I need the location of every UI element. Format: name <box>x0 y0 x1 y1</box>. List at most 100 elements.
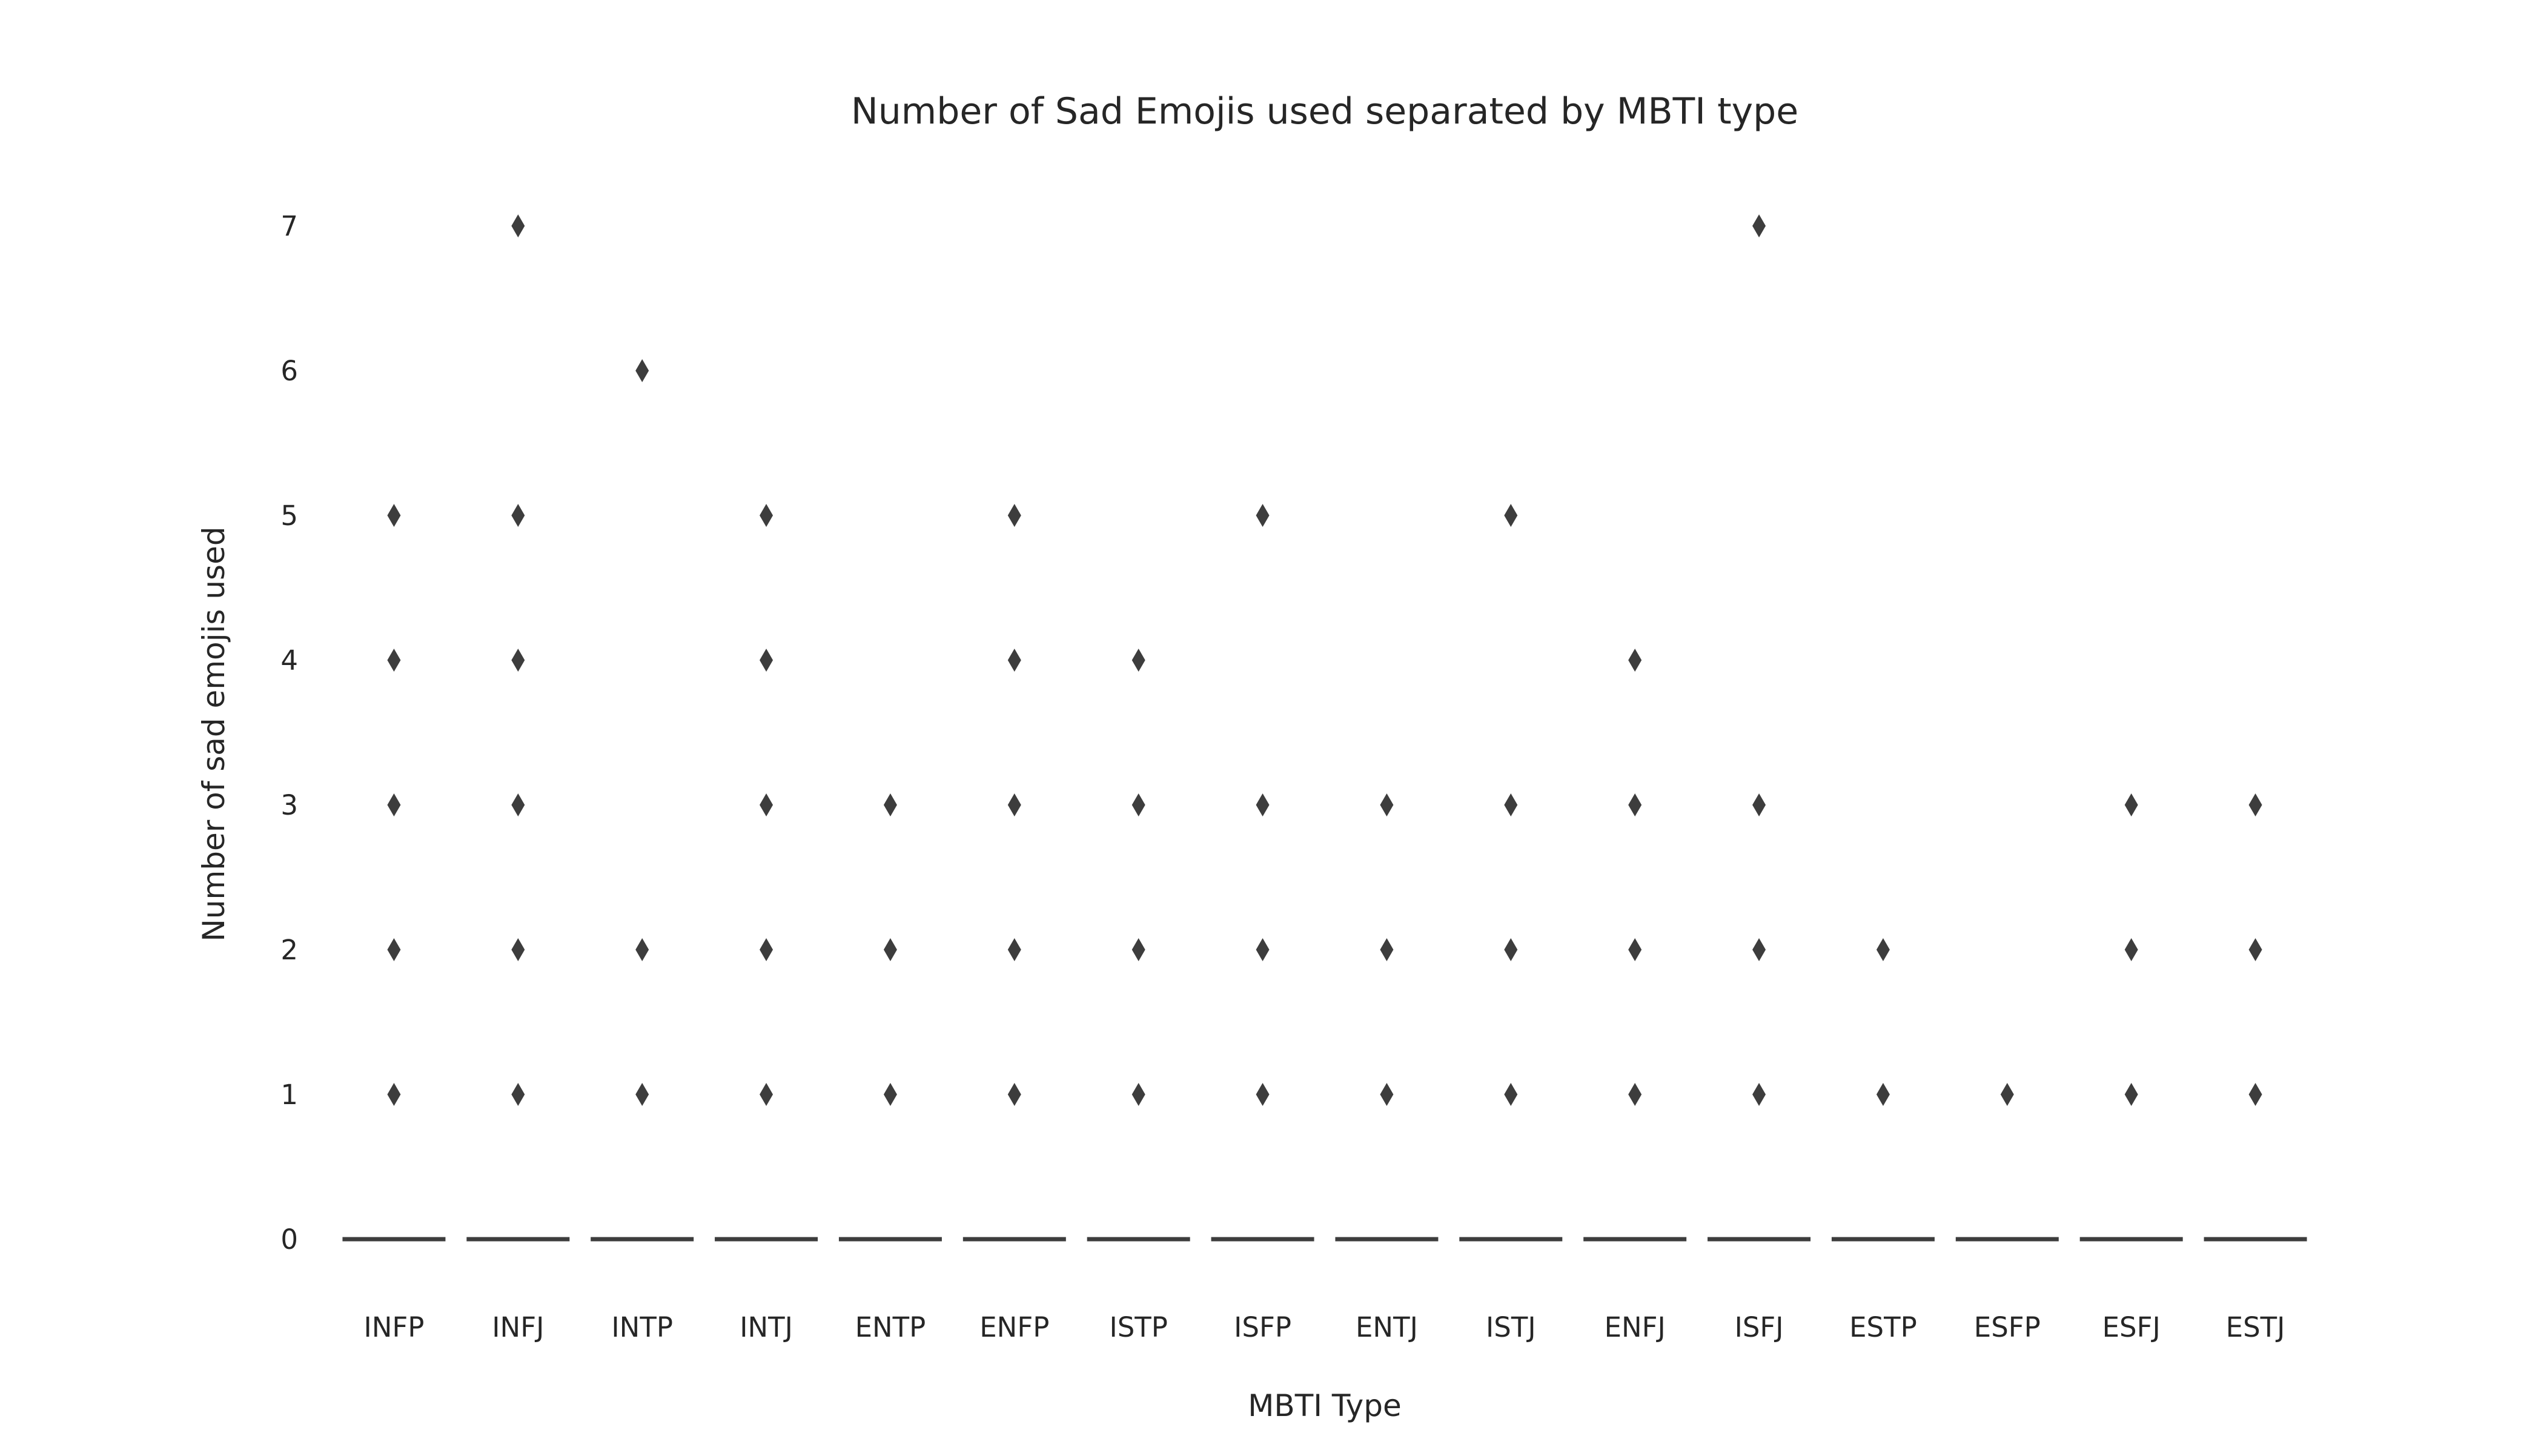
outlier-marker <box>1007 504 1021 527</box>
x-tick-label: ENFP <box>979 1311 1049 1343</box>
outlier-marker <box>1504 504 1518 527</box>
outlier-marker <box>1752 793 1766 816</box>
outlier-marker <box>2124 793 2138 816</box>
x-tick-label: ISFP <box>1234 1311 1291 1343</box>
box-group-enfj <box>1583 649 1687 1242</box>
x-tick-label: INFP <box>363 1311 424 1343</box>
x-tick-label: INTJ <box>740 1311 793 1343</box>
outlier-marker <box>387 793 401 816</box>
outlier-marker <box>387 1083 401 1106</box>
box-group-isfj <box>1708 214 1811 1242</box>
box-group-intp <box>591 359 694 1242</box>
outlier-marker <box>1752 938 1766 961</box>
box-group-isfp <box>1211 504 1314 1242</box>
outlier-marker <box>1752 1083 1766 1106</box>
x-tick-label: ESFP <box>1974 1311 2041 1343</box>
box-group-esfj <box>2079 793 2183 1242</box>
box-group-enfp <box>962 504 1066 1242</box>
x-tick-label: ESTJ <box>2226 1311 2285 1343</box>
outlier-marker <box>1628 938 1642 961</box>
outlier-marker <box>760 938 773 961</box>
outlier-marker <box>1504 793 1518 816</box>
box-group-estp <box>1831 938 1935 1242</box>
box-group-esfp <box>1955 1083 2059 1242</box>
outlier-marker <box>1504 1083 1518 1106</box>
outlier-marker <box>1876 1083 1890 1106</box>
y-tick-label: 6 <box>280 355 298 387</box>
box-group-intj <box>715 504 818 1242</box>
y-tick-label: 7 <box>280 210 298 242</box>
box-groups <box>342 214 2307 1242</box>
box-group-istj <box>1459 504 1563 1242</box>
outlier-marker <box>1256 793 1270 816</box>
outlier-marker <box>760 793 773 816</box>
outlier-marker <box>2000 1083 2014 1106</box>
box-group-entj <box>1335 793 1439 1242</box>
outlier-marker <box>635 359 649 382</box>
outlier-marker <box>1628 649 1642 672</box>
outlier-marker <box>883 793 897 816</box>
outlier-marker <box>511 649 525 672</box>
outlier-marker <box>1256 938 1270 961</box>
x-tick-labels: INFP INFJ INTP INTJ ENTP ENFP ISTP ISFP ENTJ ISTJ… <box>363 1311 2285 1343</box>
outlier-marker <box>1007 938 1021 961</box>
x-tick-label: ISTJ <box>1486 1311 1536 1343</box>
outlier-marker <box>1380 938 1394 961</box>
outlier-marker <box>635 1083 649 1106</box>
x-tick-label: ISFJ <box>1735 1311 1784 1343</box>
outlier-marker <box>511 1083 525 1106</box>
x-tick-label: ENFJ <box>1605 1311 1666 1343</box>
outlier-marker <box>1256 504 1270 527</box>
outlier-marker <box>1007 1083 1021 1106</box>
outlier-marker <box>1380 1083 1394 1106</box>
box-group-infj <box>466 214 570 1242</box>
outlier-marker <box>1131 649 1145 672</box>
y-tick-label: 2 <box>280 934 298 966</box>
outlier-marker <box>1628 793 1642 816</box>
outlier-marker <box>387 649 401 672</box>
outlier-marker <box>1628 1083 1642 1106</box>
outlier-marker <box>883 938 897 961</box>
outlier-marker <box>1007 793 1021 816</box>
box-group-infp <box>342 504 446 1242</box>
outlier-marker <box>387 938 401 961</box>
outlier-marker <box>511 504 525 527</box>
y-tick-label: 4 <box>280 644 298 677</box>
outlier-marker <box>1256 1083 1270 1106</box>
y-tick-label: 3 <box>280 789 298 821</box>
outlier-marker <box>883 1083 897 1106</box>
outlier-marker <box>2248 938 2262 961</box>
outlier-marker <box>760 504 773 527</box>
outlier-marker <box>2248 793 2262 816</box>
outlier-marker <box>1504 938 1518 961</box>
box-group-estj <box>2204 793 2307 1242</box>
outlier-marker <box>387 504 401 527</box>
x-tick-label: ENTP <box>855 1311 926 1343</box>
x-axis-label: MBTI Type <box>1248 1388 1401 1423</box>
x-tick-label: ENTJ <box>1356 1311 1418 1343</box>
outlier-marker <box>1131 938 1145 961</box>
y-tick-labels: 0 1 2 3 4 5 6 7 <box>280 210 298 1256</box>
outlier-marker <box>2124 938 2138 961</box>
outlier-marker <box>1007 649 1021 672</box>
x-tick-label: INFJ <box>492 1311 544 1343</box>
outlier-marker <box>511 793 525 816</box>
x-tick-label: ISTP <box>1109 1311 1167 1343</box>
x-tick-label: ESTP <box>1849 1311 1917 1343</box>
x-tick-label: ESFJ <box>2102 1311 2161 1343</box>
box-group-entp <box>838 793 942 1242</box>
x-tick-label: INTP <box>611 1311 673 1343</box>
outlier-marker <box>2124 1083 2138 1106</box>
y-tick-label: 1 <box>280 1079 298 1111</box>
outlier-marker <box>1752 214 1766 237</box>
y-tick-label: 0 <box>280 1223 298 1256</box>
outlier-marker <box>511 938 525 961</box>
y-axis-label: Number of sad emojis used <box>196 526 231 941</box>
outlier-marker <box>760 1083 773 1106</box>
outlier-marker <box>2248 1083 2262 1106</box>
box-group-istp <box>1087 649 1190 1242</box>
outlier-marker <box>1131 793 1145 816</box>
y-tick-label: 5 <box>280 500 298 532</box>
outlier-marker <box>1380 793 1394 816</box>
